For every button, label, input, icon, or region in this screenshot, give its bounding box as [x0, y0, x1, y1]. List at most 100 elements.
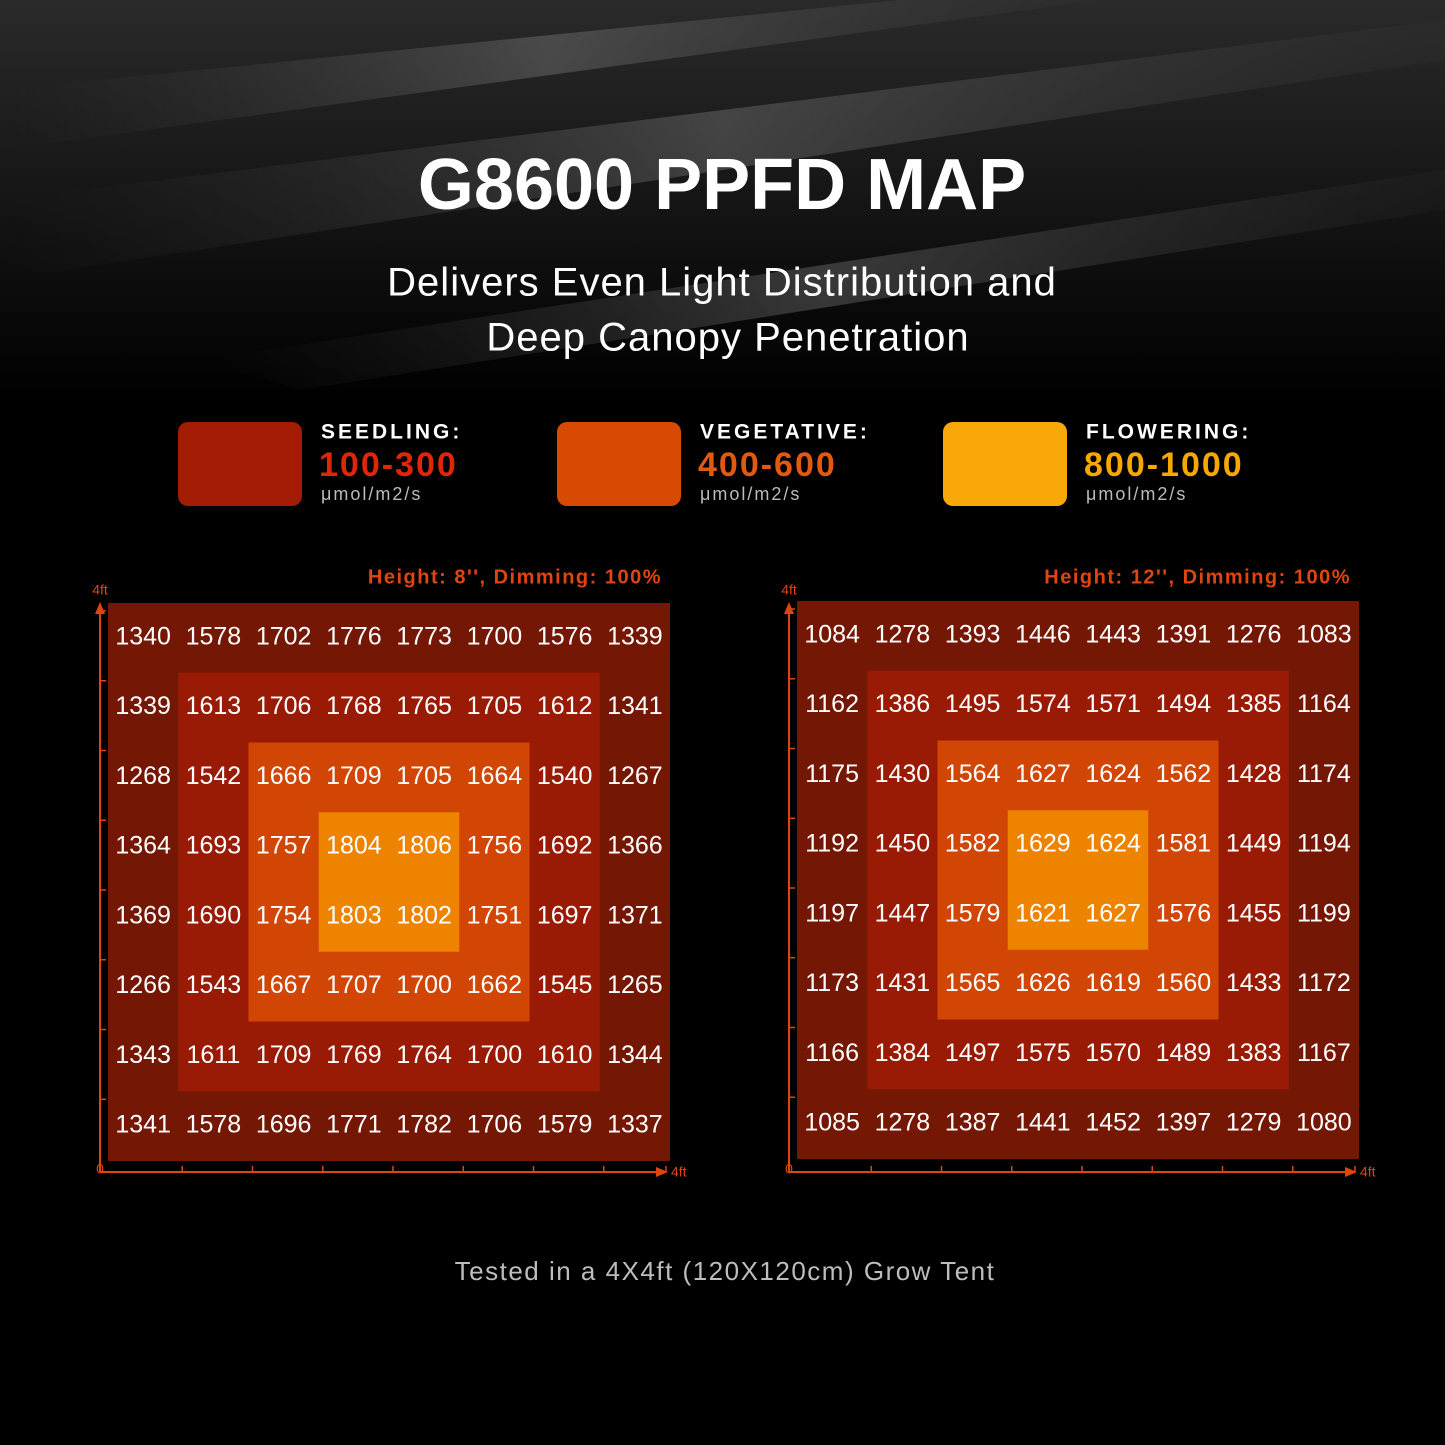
ppfd-value: 1565: [945, 969, 1001, 997]
ppfd-value: 1393: [945, 620, 1001, 648]
ppfd-value: 1581: [1156, 830, 1212, 858]
light-bars: [0, 0, 1445, 390]
ppfd-value: 1765: [396, 692, 452, 720]
ppfd-value: 1771: [326, 1111, 382, 1139]
y-axis-end-label: 4ft: [781, 582, 797, 598]
ppfd-value: 1278: [875, 1109, 931, 1137]
legend-unit: μmol/m2/s: [321, 484, 422, 504]
ppfd-value: 1542: [186, 762, 242, 790]
x-axis-end-label: 4ft: [1360, 1164, 1376, 1180]
ppfd-value: 1667: [256, 971, 312, 999]
x-axis-end-label: 4ft: [671, 1164, 687, 1180]
ppfd-value: 1709: [256, 1041, 312, 1069]
ppfd-value: 1343: [115, 1041, 171, 1069]
ppfd-value: 1384: [875, 1039, 931, 1067]
ppfd-value: 1664: [467, 762, 523, 790]
light-bar: [0, 0, 1100, 150]
ppfd-value: 1267: [607, 762, 663, 790]
ppfd-value: 1627: [1085, 899, 1141, 927]
ppfd-value: 1576: [537, 622, 593, 650]
ppfd-value: 1276: [1226, 620, 1282, 648]
ppfd-value: 1455: [1226, 899, 1282, 927]
ppfd-value: 1194: [1297, 830, 1351, 858]
legend-swatch: [557, 422, 681, 506]
ppfd-value: 1344: [607, 1041, 663, 1069]
ppfd-value: 1562: [1156, 760, 1212, 788]
ppfd-map: 1084 1278 1393 1446 1443 1391 1276 1083 1162 1386…: [781, 566, 1375, 1179]
ppfd-value: 1802: [396, 901, 452, 929]
ppfd-value: 1768: [326, 692, 382, 720]
legend-label: VEGETATIVE:: [700, 421, 870, 444]
ppfd-value: 1164: [1297, 690, 1351, 718]
ppfd-value: 1545: [537, 971, 593, 999]
ppfd-value: 1543: [186, 971, 242, 999]
ppfd-value: 1776: [326, 622, 382, 650]
ppfd-value: 1364: [115, 832, 171, 860]
maps: 1340 1578 1702 1776 1773 1700 1576 1339 1339 1613…: [92, 566, 1375, 1179]
ppfd-value: 1612: [537, 692, 593, 720]
x-axis-arrow: [1345, 1167, 1357, 1177]
ppfd-value: 1700: [467, 1041, 523, 1069]
legend-swatch: [178, 422, 302, 506]
ppfd-value: 1162: [805, 690, 859, 718]
ppfd-value: 1579: [537, 1111, 593, 1139]
ppfd-value: 1337: [607, 1111, 663, 1139]
ppfd-value: 1707: [326, 971, 382, 999]
ppfd-value: 1540: [537, 762, 593, 790]
legend-range: 100-300: [319, 446, 458, 484]
ppfd-value: 1495: [945, 690, 1001, 718]
ppfd-value: 1446: [1015, 620, 1071, 648]
ppfd-value: 1578: [186, 1111, 242, 1139]
ppfd-value: 1578: [186, 622, 242, 650]
ppfd-value: 1764: [396, 1041, 452, 1069]
map-zone: [1007, 810, 1149, 950]
ppfd-value: 1757: [256, 832, 312, 860]
footer: Tested in a 4X4ft (120X120cm) Grow Tent: [455, 1256, 996, 1286]
ppfd-value: 1627: [1015, 760, 1071, 788]
legend-range: 400-600: [698, 446, 837, 484]
ppfd-value: 1174: [1297, 760, 1351, 788]
ppfd-value: 1754: [256, 901, 312, 929]
ppfd-value: 1693: [186, 832, 242, 860]
legend-swatch: [943, 422, 1067, 506]
ppfd-value: 1433: [1226, 969, 1282, 997]
y-axis-end-label: 4ft: [92, 582, 108, 598]
subtitle: Delivers Even Light Distribution and: [387, 261, 1057, 305]
ppfd-value: 1397: [1156, 1109, 1212, 1137]
ppfd-value: 1610: [537, 1041, 593, 1069]
ppfd-value: 1806: [396, 832, 452, 860]
ppfd-value: 1080: [1296, 1109, 1352, 1137]
ppfd-value: 1173: [805, 969, 859, 997]
axis-origin-label: 0: [96, 1161, 104, 1177]
ppfd-value: 1167: [1297, 1039, 1351, 1067]
ppfd-value: 1571: [1085, 690, 1141, 718]
ppfd-value: 1428: [1226, 760, 1282, 788]
ppfd-value: 1626: [1015, 969, 1071, 997]
legend: SEEDLING:100-300μmol/m2/sVEGETATIVE:400-…: [178, 421, 1248, 506]
ppfd-value: 1175: [805, 760, 859, 788]
ppfd-value: 1564: [945, 760, 1001, 788]
ppfd-value: 1266: [115, 971, 171, 999]
ppfd-value: 1574: [1015, 690, 1071, 718]
ppfd-value: 1582: [945, 830, 1001, 858]
x-axis-arrow: [656, 1167, 668, 1177]
ppfd-value: 1449: [1226, 830, 1282, 858]
ppfd-value: 1278: [875, 620, 931, 648]
ppfd-value: 1172: [1297, 969, 1351, 997]
ppfd-value: 1804: [326, 832, 382, 860]
ppfd-value: 1339: [607, 622, 663, 650]
ppfd-value: 1497: [945, 1039, 1001, 1067]
ppfd-value: 1629: [1015, 830, 1071, 858]
ppfd-value: 1084: [804, 620, 860, 648]
ppfd-value: 1666: [256, 762, 312, 790]
ppfd-value: 1450: [875, 830, 931, 858]
legend-range: 800-1000: [1084, 446, 1244, 484]
subtitle: Deep Canopy Penetration: [486, 316, 969, 360]
ppfd-value: 1570: [1085, 1039, 1141, 1067]
ppfd-value: 1192: [805, 830, 859, 858]
ppfd-map: 1340 1578 1702 1776 1773 1700 1576 1339 1339 1613…: [92, 566, 686, 1179]
light-bar: [0, 20, 1445, 280]
ppfd-value: 1624: [1085, 830, 1141, 858]
ppfd-value: 1386: [875, 690, 931, 718]
